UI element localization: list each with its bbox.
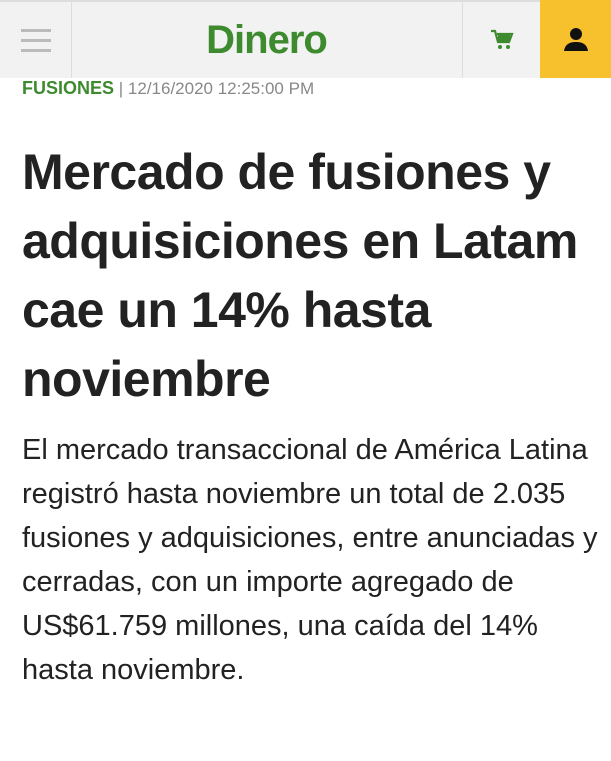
user-account-button[interactable] (540, 0, 611, 78)
article-lead: El mercado transaccional de América Lati… (22, 434, 598, 686)
category-link[interactable]: FUSIONES (22, 78, 115, 98)
menu-button[interactable] (0, 2, 72, 78)
meta-separator: | (118, 79, 124, 98)
article-timestamp: 12/16/2020 12:25:00 PM (127, 79, 315, 98)
site-logo[interactable]: Dinero (206, 17, 328, 62)
hamburger-icon (20, 28, 51, 32)
shopping-cart-icon (491, 29, 514, 49)
site-header: Dinero (0, 0, 611, 78)
hamburger-icon (20, 38, 51, 42)
hamburger-icon (20, 48, 51, 52)
article-title: Mercado de fusiones y adquisiciones en L… (22, 144, 578, 407)
article-meta: FUSIONES | 12/16/2020 12:25:00 PM (22, 78, 314, 99)
user-icon (563, 28, 588, 51)
cart-button[interactable] (462, 2, 541, 78)
